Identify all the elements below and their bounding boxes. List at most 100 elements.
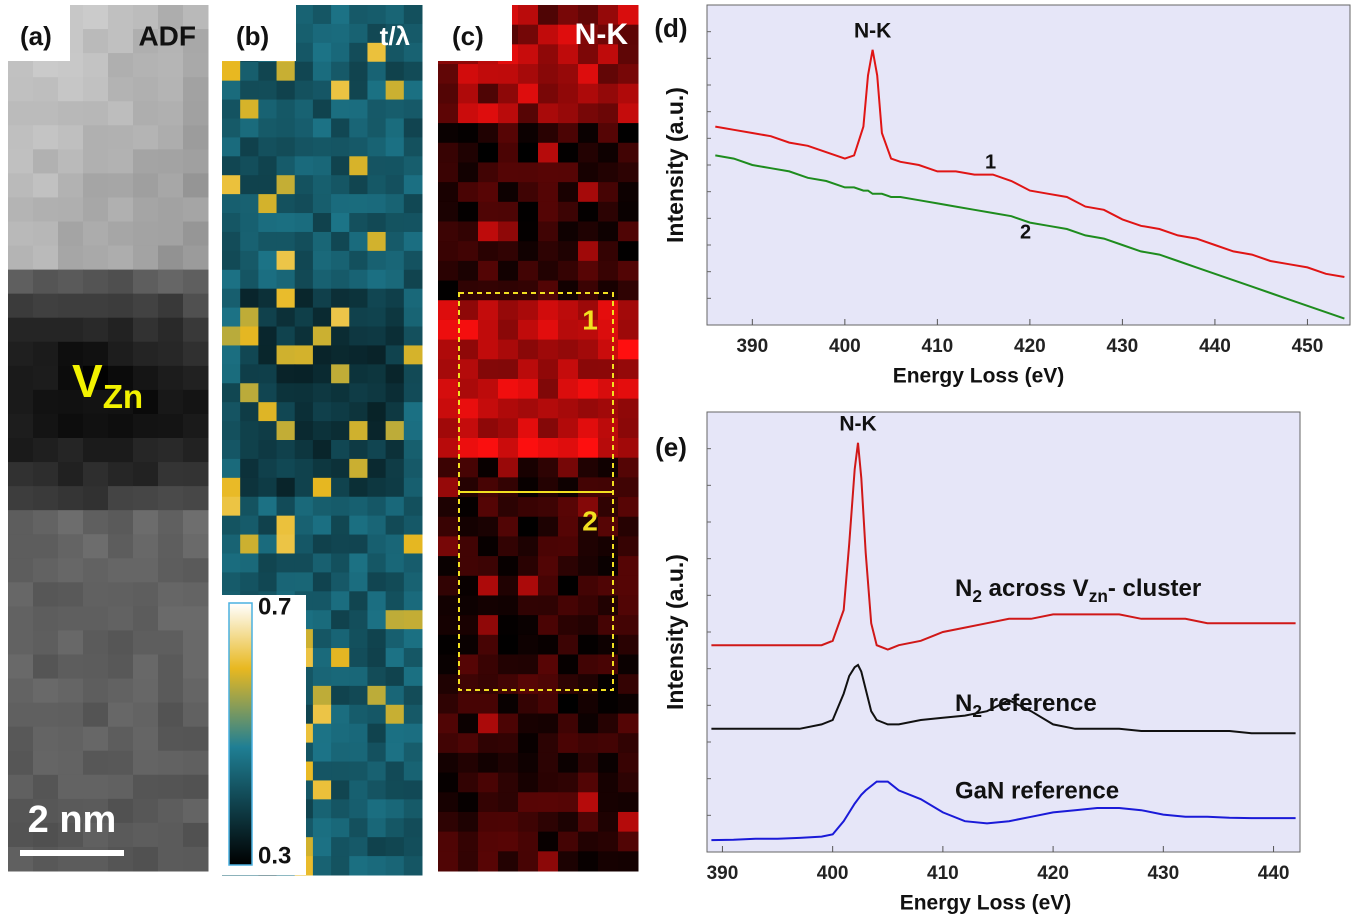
- pixel: [385, 610, 405, 630]
- pixel: [403, 5, 423, 25]
- pixel: [133, 438, 159, 463]
- pixel: [598, 378, 619, 400]
- pixel: [8, 293, 34, 319]
- pixel: [438, 772, 459, 793]
- pixel: [312, 23, 332, 44]
- pixel: [158, 221, 184, 247]
- pixel: [8, 462, 34, 487]
- pixel: [294, 496, 314, 517]
- pixel: [478, 418, 499, 439]
- pixel: [349, 421, 368, 441]
- pixel: [33, 413, 59, 439]
- pixel: [478, 260, 499, 282]
- pixel: [158, 5, 184, 30]
- pixel: [367, 23, 387, 44]
- pixel: [578, 5, 599, 26]
- pixel: [133, 197, 159, 222]
- pixel: [108, 197, 134, 222]
- pixel: [294, 402, 314, 422]
- pixel: [108, 654, 134, 680]
- pixel: [222, 194, 241, 214]
- pixel: [276, 515, 296, 536]
- pixel: [133, 582, 159, 607]
- panel-label: (b): [236, 21, 269, 51]
- pixel: [478, 319, 499, 341]
- pixel: [58, 101, 84, 126]
- pixel: [578, 831, 599, 852]
- pixel: [558, 831, 579, 852]
- panel-label: (c): [452, 21, 484, 51]
- pixel: [618, 811, 639, 833]
- pixel: [618, 772, 639, 793]
- pixel: [498, 398, 519, 419]
- pixel: [438, 438, 459, 459]
- pixel: [58, 149, 84, 174]
- pixel: [478, 142, 499, 163]
- pixel: [458, 693, 479, 715]
- pixel: [331, 99, 350, 119]
- pixel: [8, 534, 34, 559]
- peak-label: N-K: [854, 19, 891, 42]
- pixel: [183, 389, 209, 415]
- pixel: [222, 440, 241, 460]
- pixel: [331, 269, 350, 290]
- pixel: [578, 378, 599, 400]
- pixel: [349, 704, 368, 725]
- pixel: [598, 693, 619, 715]
- pixel: [498, 713, 519, 734]
- pixel: [312, 837, 332, 857]
- pixel: [438, 339, 459, 360]
- pixel: [478, 851, 499, 872]
- pixel: [8, 341, 34, 367]
- pixel: [276, 326, 296, 346]
- pixel: [33, 269, 59, 295]
- pixel: [458, 221, 479, 242]
- pixel: [558, 378, 579, 400]
- pixel: [312, 496, 332, 517]
- colorbar-tick-label: 0.7: [258, 593, 291, 620]
- pixel: [58, 173, 84, 198]
- pixel: [618, 24, 639, 45]
- pixel: [312, 42, 332, 63]
- pixel: [108, 149, 134, 174]
- panel-title: N-K: [575, 18, 629, 51]
- pixel: [578, 339, 599, 360]
- pixel: [385, 458, 405, 479]
- pixel: [598, 811, 619, 833]
- pixel: [385, 856, 405, 876]
- pixel: [83, 197, 109, 222]
- pixel: [367, 137, 387, 157]
- pixel: [367, 742, 387, 763]
- pixel: [331, 780, 350, 800]
- pixel: [312, 610, 332, 630]
- x-tick-label: 400: [817, 863, 849, 884]
- pixel: [240, 402, 259, 422]
- pixel: [578, 280, 599, 301]
- pixel: [385, 118, 405, 138]
- pixel: [331, 496, 350, 517]
- pixel: [498, 378, 519, 400]
- pixel: [478, 280, 499, 301]
- pixel: [349, 553, 368, 573]
- pixel: [618, 378, 639, 400]
- pixel: [478, 300, 499, 321]
- pixel: [578, 260, 599, 282]
- pixel: [538, 162, 559, 183]
- pixel: [8, 149, 34, 174]
- pixel: [558, 516, 579, 537]
- pixel: [385, 250, 405, 271]
- pixel: [349, 42, 368, 63]
- pixel: [276, 288, 296, 309]
- x-tick-label: 440: [1199, 336, 1231, 357]
- pixel: [458, 64, 479, 85]
- pixel: [349, 856, 368, 876]
- pixel: [403, 856, 423, 876]
- pixel: [312, 5, 332, 25]
- pixel: [258, 496, 278, 517]
- pixel: [158, 317, 184, 343]
- pixel: [578, 201, 599, 222]
- pixel: [518, 359, 539, 380]
- pixel: [58, 798, 84, 824]
- pixel: [498, 123, 519, 144]
- pixel: [58, 221, 84, 247]
